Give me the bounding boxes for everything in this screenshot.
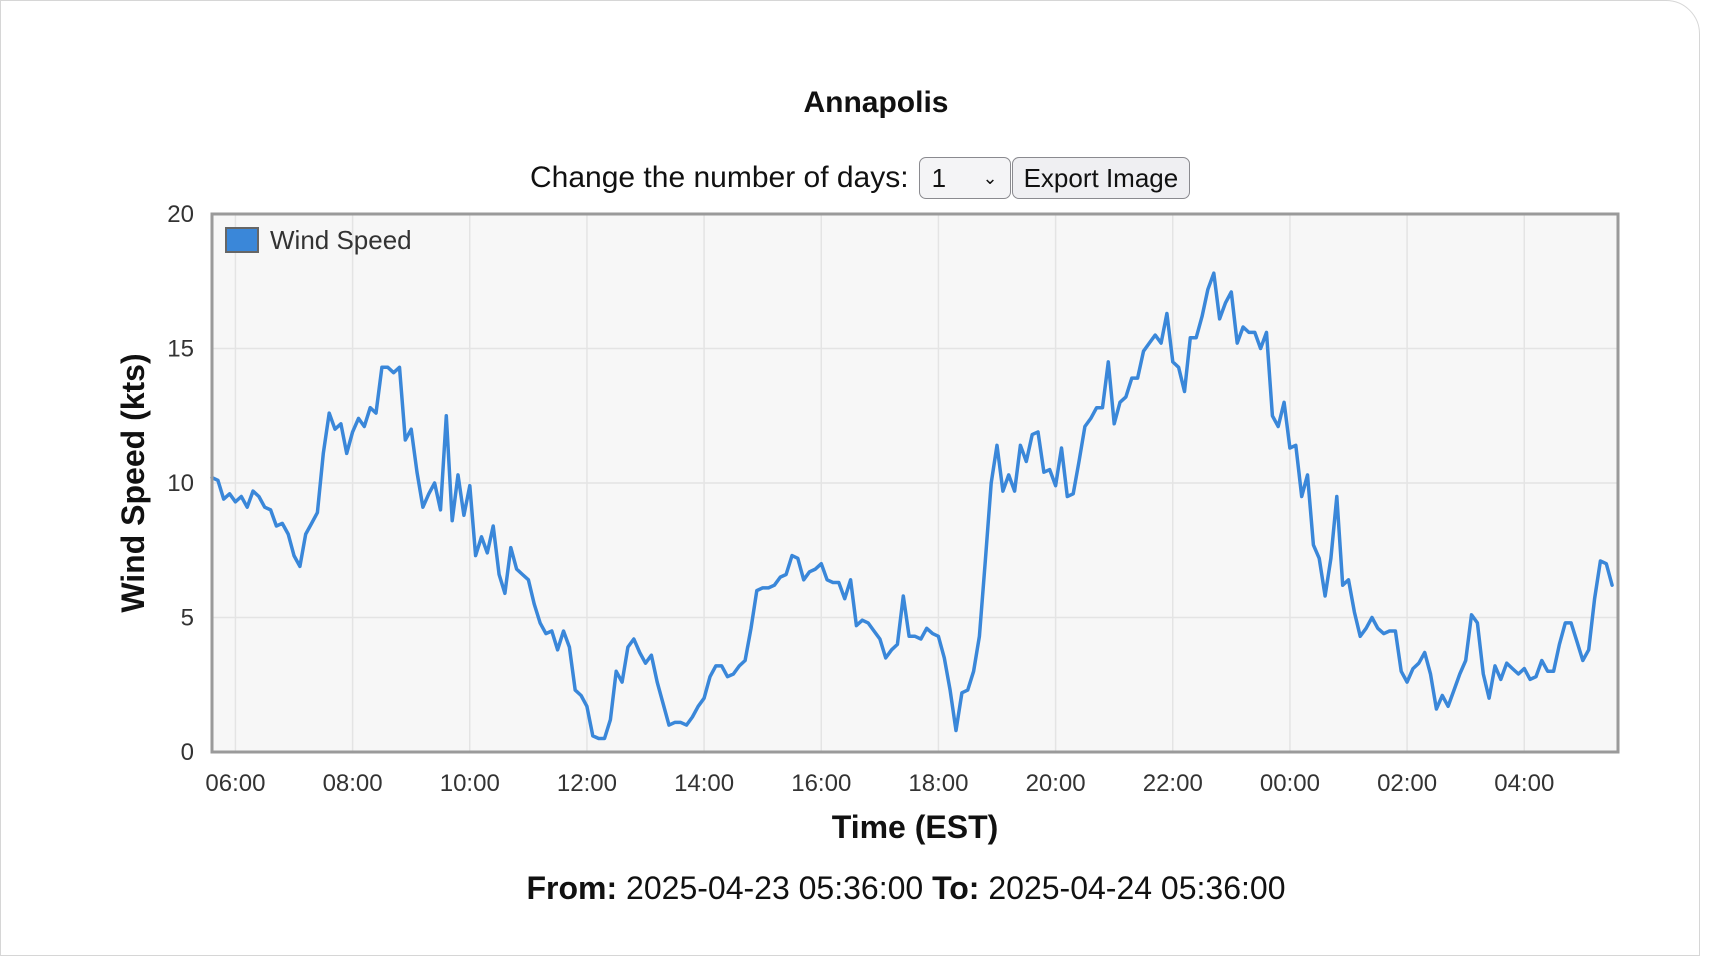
y-tick-label: 10 <box>167 470 194 497</box>
from-value: 2025-04-23 05:36:00 <box>626 870 924 906</box>
export-image-button[interactable]: Export Image <box>1011 157 1191 199</box>
x-tick-label: 02:00 <box>1377 770 1437 797</box>
controls-bar: Change the number of days: 1 ⌄ Export Im… <box>530 156 1191 200</box>
x-tick-label: 16:00 <box>791 770 851 797</box>
y-tick-label: 20 <box>167 201 194 228</box>
x-tick-label: 06:00 <box>205 770 265 797</box>
to-value: 2025-04-24 05:36:00 <box>988 870 1286 906</box>
series-line-wind-speed <box>210 271 1614 741</box>
x-tick-label: 12:00 <box>557 770 617 797</box>
from-label: From: <box>526 870 618 906</box>
chevron-down-icon: ⌄ <box>982 167 998 188</box>
date-range: From: 2025-04-23 05:36:00 To: 2025-04-24… <box>0 870 1716 907</box>
y-tick-label: 0 <box>181 739 194 766</box>
days-label: Change the number of days: <box>530 161 909 194</box>
legend-swatch <box>225 227 259 253</box>
legend-label: Wind Speed <box>270 225 412 255</box>
plot-border <box>210 212 1620 754</box>
y-tick-label: 5 <box>181 605 194 632</box>
x-tick-label: 18:00 <box>908 770 968 797</box>
x-tick-label: 00:00 <box>1260 770 1320 797</box>
to-label: To: <box>932 870 980 906</box>
x-tick-label: 08:00 <box>323 770 383 797</box>
x-axis-title: Time (EST) <box>832 809 999 845</box>
y-axis-title: Wind Speed (kts) <box>115 353 151 612</box>
x-tick-label: 22:00 <box>1143 770 1203 797</box>
x-tick-label: 10:00 <box>440 770 500 797</box>
chart-title: Annapolis <box>803 86 949 119</box>
x-tick-label: 04:00 <box>1494 770 1554 797</box>
days-select[interactable]: 1 ⌄ <box>918 157 1011 199</box>
y-tick-label: 15 <box>167 336 194 363</box>
x-tick-label: 14:00 <box>674 770 734 797</box>
x-tick-label: 20:00 <box>1026 770 1086 797</box>
days-select-value: 1 <box>931 162 947 193</box>
